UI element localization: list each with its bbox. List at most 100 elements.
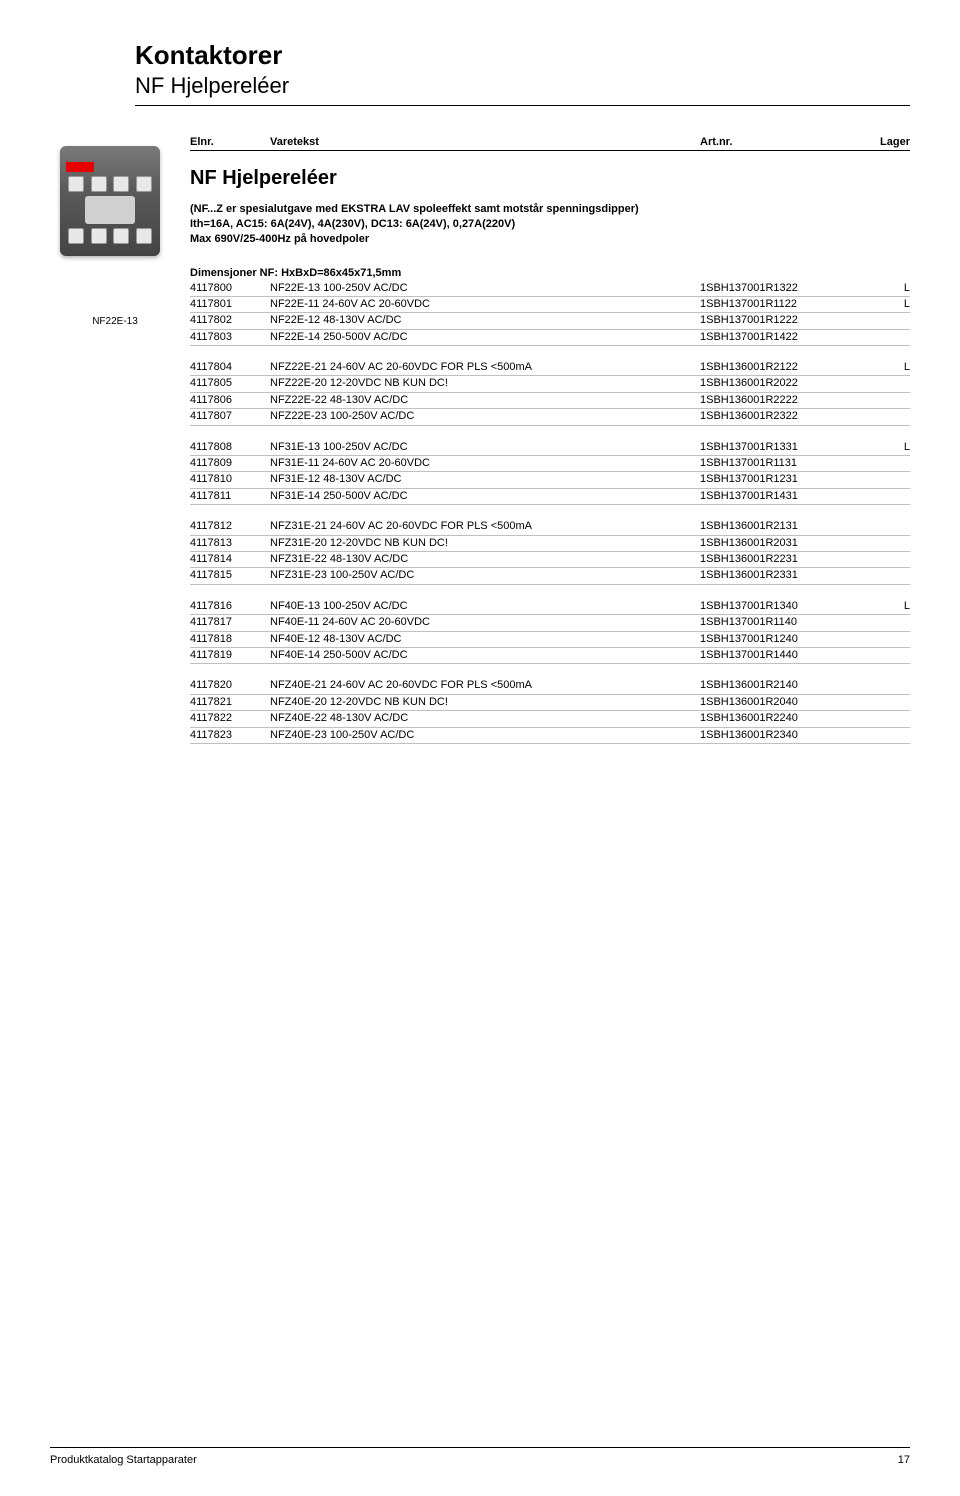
cell-varetekst: NF22E-12 48-130V AC/DC — [270, 313, 700, 328]
table-row: 4117811NF31E-14 250-500V AC/DC1SBH137001… — [190, 489, 910, 505]
cell-lager — [860, 313, 910, 328]
cell-artnr: 1SBH136001R2031 — [700, 536, 860, 551]
cell-elnr: 4117819 — [190, 648, 270, 663]
cell-lager — [860, 393, 910, 408]
table-row: 4117805NFZ22E-20 12-20VDC NB KUN DC!1SBH… — [190, 376, 910, 392]
table-row: 4117823NFZ40E-23 100-250V AC/DC1SBH13600… — [190, 728, 910, 744]
col-header-varetekst: Varetekst — [270, 136, 700, 148]
cell-elnr: 4117816 — [190, 599, 270, 614]
cell-lager — [860, 376, 910, 391]
table-row: 4117808NF31E-13 100-250V AC/DC1SBH137001… — [190, 440, 910, 456]
intro-text: (NF...Z er spesialutgave med EKSTRA LAV … — [190, 202, 910, 247]
cell-lager — [860, 678, 910, 693]
cell-elnr: 4117810 — [190, 472, 270, 487]
page-header: Kontaktorer NF Hjelpereléer — [135, 40, 910, 106]
cell-elnr: 4117811 — [190, 489, 270, 504]
table-row: 4117810NF31E-12 48-130V AC/DC1SBH137001R… — [190, 472, 910, 488]
cell-artnr: 1SBH136001R2331 — [700, 568, 860, 583]
cell-lager: L — [860, 599, 910, 614]
cell-elnr: 4117812 — [190, 519, 270, 534]
cell-elnr: 4117814 — [190, 552, 270, 567]
col-header-artnr: Art.nr. — [700, 136, 860, 148]
cell-lager — [860, 695, 910, 710]
cell-artnr: 1SBH136001R2240 — [700, 711, 860, 726]
cell-lager — [860, 632, 910, 647]
cell-elnr: 4117802 — [190, 313, 270, 328]
table-row: 4117819NF40E-14 250-500V AC/DC1SBH137001… — [190, 648, 910, 664]
cell-lager — [860, 568, 910, 583]
data-group: 4117804NFZ22E-21 24-60V AC 20-60VDC FOR … — [190, 360, 910, 426]
cell-varetekst: NF40E-12 48-130V AC/DC — [270, 632, 700, 647]
data-group: 4117820NFZ40E-21 24-60V AC 20-60VDC FOR … — [190, 678, 910, 744]
cell-varetekst: NFZ22E-20 12-20VDC NB KUN DC! — [270, 376, 700, 391]
data-group: 4117812NFZ31E-21 24-60V AC 20-60VDC FOR … — [190, 519, 910, 585]
table-row: 4117809NF31E-11 24-60V AC 20-60VDC1SBH13… — [190, 456, 910, 472]
data-group: 4117816NF40E-13 100-250V AC/DC1SBH137001… — [190, 599, 910, 665]
cell-artnr: 1SBH137001R1422 — [700, 330, 860, 345]
cell-varetekst: NF22E-14 250-500V AC/DC — [270, 330, 700, 345]
table-row: 4117806NFZ22E-22 48-130V AC/DC1SBH136001… — [190, 393, 910, 409]
cell-elnr: 4117815 — [190, 568, 270, 583]
footer-left: Produktkatalog Startapparater — [50, 1454, 197, 1466]
cell-varetekst: NFZ22E-21 24-60V AC 20-60VDC FOR PLS <50… — [270, 360, 700, 375]
cell-artnr: 1SBH136001R2131 — [700, 519, 860, 534]
cell-varetekst: NF40E-13 100-250V AC/DC — [270, 599, 700, 614]
cell-varetekst: NF31E-13 100-250V AC/DC — [270, 440, 700, 455]
cell-lager — [860, 409, 910, 424]
cell-lager — [860, 330, 910, 345]
cell-artnr: 1SBH137001R1431 — [700, 489, 860, 504]
cell-lager — [860, 456, 910, 471]
table-row: 4117821NFZ40E-20 12-20VDC NB KUN DC!1SBH… — [190, 695, 910, 711]
cell-elnr: 4117808 — [190, 440, 270, 455]
cell-lager — [860, 711, 910, 726]
cell-varetekst: NFZ31E-23 100-250V AC/DC — [270, 568, 700, 583]
cell-lager — [860, 615, 910, 630]
cell-lager: L — [860, 440, 910, 455]
intro-line: Max 690V/25-400Hz på hovedpoler — [190, 232, 910, 247]
cell-elnr: 4117809 — [190, 456, 270, 471]
cell-lager — [860, 489, 910, 504]
cell-artnr: 1SBH136001R2231 — [700, 552, 860, 567]
cell-varetekst: NF31E-11 24-60V AC 20-60VDC — [270, 456, 700, 471]
cell-elnr: 4117801 — [190, 297, 270, 312]
cell-varetekst: NFZ40E-23 100-250V AC/DC — [270, 728, 700, 743]
cell-varetekst: NF40E-14 250-500V AC/DC — [270, 648, 700, 663]
cell-artnr: 1SBH137001R1331 — [700, 440, 860, 455]
product-label: NF22E-13 — [50, 316, 180, 327]
intro-line: Ith=16A, AC15: 6A(24V), 4A(230V), DC13: … — [190, 217, 910, 232]
table-row: 4117817NF40E-11 24-60V AC 20-60VDC1SBH13… — [190, 615, 910, 631]
table-row: 4117804NFZ22E-21 24-60V AC 20-60VDC FOR … — [190, 360, 910, 376]
cell-artnr: 1SBH137001R1140 — [700, 615, 860, 630]
cell-artnr: 1SBH136001R2022 — [700, 376, 860, 391]
table-row: 4117818NF40E-12 48-130V AC/DC1SBH137001R… — [190, 632, 910, 648]
table-row: 4117803NF22E-14 250-500V AC/DC1SBH137001… — [190, 330, 910, 346]
cell-elnr: 4117821 — [190, 695, 270, 710]
cell-lager — [860, 519, 910, 534]
cell-lager — [860, 472, 910, 487]
page-title: Kontaktorer — [135, 40, 910, 71]
cell-artnr: 1SBH137001R1231 — [700, 472, 860, 487]
sidebar: NF22E-13 — [50, 136, 180, 758]
cell-elnr: 4117818 — [190, 632, 270, 647]
cell-elnr: 4117823 — [190, 728, 270, 743]
cell-varetekst: NFZ22E-22 48-130V AC/DC — [270, 393, 700, 408]
cell-elnr: 4117804 — [190, 360, 270, 375]
page-footer: Produktkatalog Startapparater 17 — [50, 1447, 910, 1466]
col-header-lager: Lager — [860, 136, 910, 148]
cell-varetekst: NF31E-14 250-500V AC/DC — [270, 489, 700, 504]
table-row: 4117801NF22E-11 24-60V AC 20-60VDC1SBH13… — [190, 297, 910, 313]
cell-lager — [860, 648, 910, 663]
cell-elnr: 4117813 — [190, 536, 270, 551]
group-title: Dimensjoner NF: HxBxD=86x45x71,5mm — [190, 267, 910, 279]
intro-line: (NF...Z er spesialutgave med EKSTRA LAV … — [190, 202, 910, 217]
cell-varetekst: NFZ31E-22 48-130V AC/DC — [270, 552, 700, 567]
cell-elnr: 4117820 — [190, 678, 270, 693]
data-group: Dimensjoner NF: HxBxD=86x45x71,5mm 411780… — [190, 267, 910, 347]
cell-elnr: 4117803 — [190, 330, 270, 345]
cell-varetekst: NFZ31E-21 24-60V AC 20-60VDC FOR PLS <50… — [270, 519, 700, 534]
cell-artnr: 1SBH137001R1122 — [700, 297, 860, 312]
cell-varetekst: NFZ40E-21 24-60V AC 20-60VDC FOR PLS <50… — [270, 678, 700, 693]
table-row: 4117807NFZ22E-23 100-250V AC/DC1SBH13600… — [190, 409, 910, 425]
data-group: 4117808NF31E-13 100-250V AC/DC1SBH137001… — [190, 440, 910, 506]
cell-artnr: 1SBH137001R1222 — [700, 313, 860, 328]
